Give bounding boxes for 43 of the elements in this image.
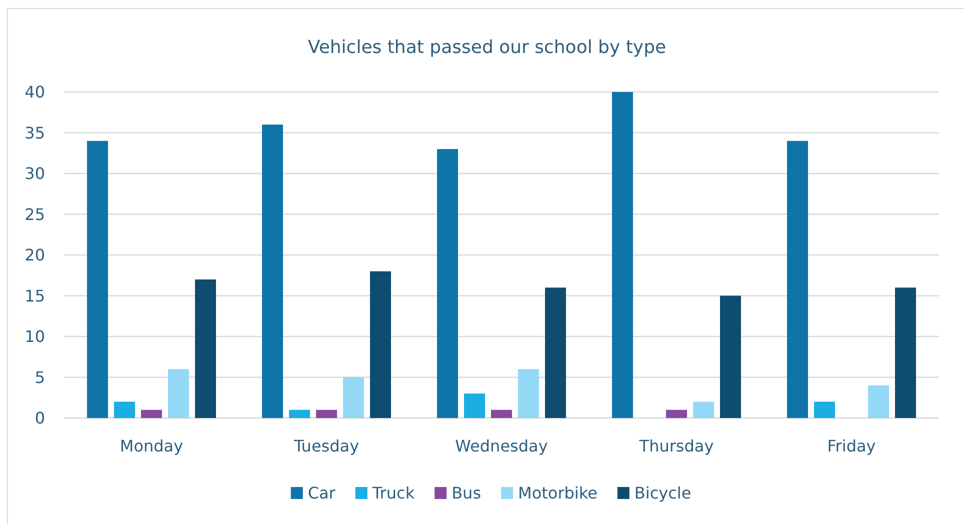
y-tick-label: 25 [24, 204, 45, 224]
bar [316, 410, 337, 418]
bar [370, 271, 391, 418]
bar [693, 402, 714, 418]
bar [87, 140, 108, 418]
legend-label: Motorbike [518, 484, 598, 503]
bar [545, 288, 566, 418]
bar [168, 369, 189, 418]
x-tick-label: Wednesday [455, 436, 548, 456]
bar [289, 410, 310, 418]
y-tick-label: 40 [24, 82, 45, 102]
bar [787, 140, 808, 418]
bar [141, 410, 162, 418]
bar [868, 385, 889, 418]
bar [343, 377, 364, 418]
bar [114, 402, 135, 418]
chart-title: Vehicles that passed our school by type [308, 37, 666, 58]
legend-label: Bicycle [634, 484, 692, 503]
y-tick-label: 0 [34, 408, 45, 428]
bar [814, 402, 835, 418]
y-tick-label: 15 [24, 286, 45, 306]
bar [491, 410, 512, 418]
x-tick-label: Monday [120, 436, 184, 456]
bar [612, 92, 633, 418]
bar [518, 369, 539, 418]
bar [464, 394, 485, 418]
legend-label: Truck [371, 484, 416, 503]
x-tick-label: Tuesday [292, 436, 360, 456]
x-tick-label: Friday [827, 436, 876, 456]
bar [437, 149, 458, 418]
legend-label: Bus [452, 484, 482, 503]
y-tick-label: 20 [24, 246, 45, 265]
bar [895, 288, 916, 418]
x-tick-label: Thursday [638, 436, 714, 456]
bar [666, 410, 687, 418]
y-tick-label: 35 [24, 123, 45, 142]
y-tick-label: 5 [34, 368, 45, 387]
bar [195, 279, 216, 418]
bar [262, 124, 283, 418]
y-tick-label: 10 [24, 327, 45, 346]
bar [720, 296, 741, 418]
y-tick-label: 30 [24, 164, 45, 184]
legend-label: Car [308, 484, 336, 503]
